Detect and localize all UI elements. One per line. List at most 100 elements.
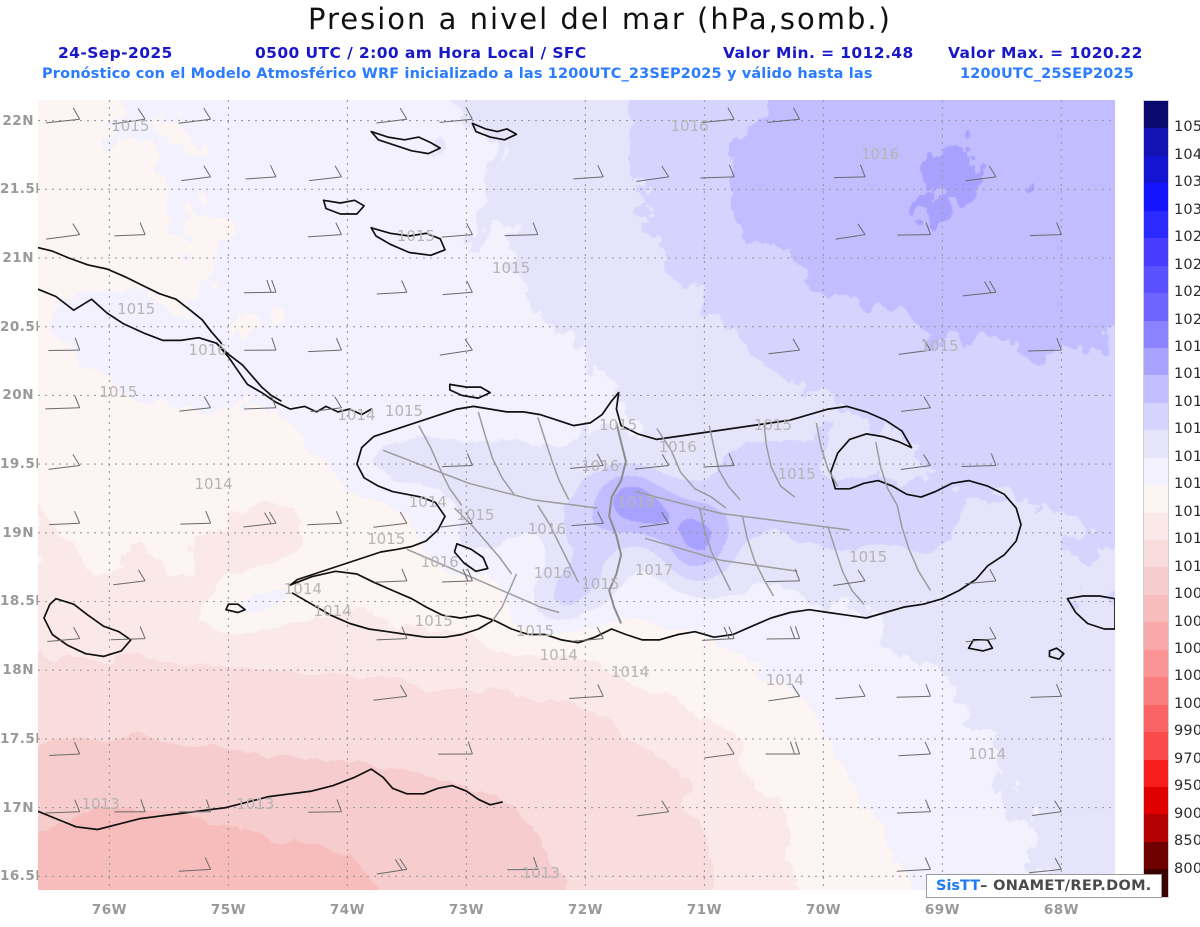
wind-barb-shaft	[700, 176, 735, 179]
wind-barb-feather	[465, 107, 473, 120]
wind-barb-shaft	[898, 349, 931, 355]
wind-barb-shaft	[179, 407, 211, 412]
wind-barb-shaft	[896, 868, 931, 872]
contour-label: 1014	[968, 745, 1007, 764]
wind-barb-feather	[140, 799, 146, 812]
wind-barb-shaft	[45, 407, 80, 410]
lat-tick-label: 17.5N	[0, 730, 48, 747]
wind-barb-feather	[925, 799, 931, 812]
colorbar-swatch	[1144, 567, 1168, 595]
wind-barb-feather	[990, 453, 997, 466]
lon-tick-label: 69W	[924, 902, 961, 918]
contour-label: 1015	[849, 547, 888, 566]
contour-labels-layer: 1015 1016 1016 1015 1015 1015 1016 1015 1015 1015…	[38, 100, 1115, 890]
wind-barb-feather	[204, 857, 212, 870]
colorbar-tick: 1030	[1174, 201, 1200, 218]
provincial-border	[896, 505, 932, 591]
wind-barb-shaft	[573, 176, 604, 180]
wind-barb-shaft	[965, 580, 997, 585]
wind-barb-feather	[596, 626, 604, 639]
wind-barb-feather	[1056, 222, 1062, 235]
lon-tick-label: 75W	[210, 902, 246, 918]
wind-barb-feather	[335, 337, 342, 351]
colorbar-tick: 850	[1174, 833, 1200, 850]
map-plot-area[interactable]: 1015 1016 1016 1015 1015 1015 1016 1015 1015 1015…	[38, 100, 1115, 890]
wind-barb-shaft	[440, 522, 473, 528]
wind-barb-shaft	[701, 638, 735, 641]
wind-barb-shaft	[1029, 234, 1062, 237]
contour-label: 1015	[599, 415, 638, 434]
contour-label: 1014	[408, 492, 447, 511]
page-title: Presion a nivel del mar (hPa,somb.)	[308, 2, 892, 36]
wind-barb-feather	[793, 107, 801, 120]
wind-barb-feather	[335, 222, 342, 235]
provincial-border	[708, 425, 741, 501]
wind-barb-feather	[271, 279, 277, 293]
lat-tick-label: 19.5N	[0, 456, 48, 473]
wind-barb-shaft	[835, 234, 866, 240]
wind-barb-feather	[399, 511, 408, 524]
wind-barb-feather	[334, 165, 342, 178]
forecast-time-level: 0500 UTC / 2:00 am Hora Local / SFC	[255, 44, 587, 62]
colorbar-tick: 900	[1174, 805, 1200, 822]
colorbar-swatch	[1144, 649, 1168, 678]
lat-tick-label: 20.5N	[0, 318, 48, 335]
wind-barb-shaft	[768, 695, 800, 702]
contour-label: 1015	[515, 621, 554, 640]
colorbar-swatch	[1144, 814, 1168, 842]
wind-barb-shaft	[572, 638, 604, 642]
sistt-onamet-logo: SisTT– ONAMET/REP.DOM.	[926, 874, 1162, 898]
wind-barb-shaft	[569, 695, 604, 699]
wind-barb-shaft	[637, 811, 669, 817]
colorbar-tick: 970	[1174, 750, 1200, 767]
wind-barb-feather	[335, 511, 342, 524]
contour-label: 1014	[765, 671, 804, 690]
coastline	[289, 391, 1022, 644]
wind-barb-shaft	[768, 349, 800, 355]
wind-barb-feather	[139, 626, 146, 639]
colorbar-swatch	[1144, 485, 1168, 513]
colorbar-tick: 1010	[1174, 558, 1200, 575]
contour-label: 1016	[658, 437, 697, 456]
wind-barb-feather	[401, 626, 408, 639]
wind-barb-shaft	[439, 118, 473, 123]
wind-barb-shaft	[178, 118, 211, 124]
coastline	[471, 122, 518, 141]
colorbar-tick: 1017	[1174, 393, 1200, 410]
wind-barb-feather	[264, 512, 272, 524]
colorbar-swatch	[1144, 128, 1168, 156]
wind-barb-shaft	[110, 638, 146, 641]
colorbar-tick: 1008	[1174, 586, 1200, 603]
provincial-border	[537, 417, 570, 501]
pressure-colorbar[interactable]	[1143, 100, 1169, 898]
lat-tick-label: 19N	[2, 524, 34, 541]
wind-barb-shaft	[441, 234, 473, 238]
coastline	[38, 288, 373, 416]
colorbar-swatch	[1144, 841, 1168, 870]
provincial-border	[491, 573, 518, 622]
coastline	[43, 597, 132, 658]
chart-header: Presion a nivel del mar (hPa,somb.) 24-S…	[0, 0, 1200, 95]
wind-barb-feather	[789, 741, 795, 755]
wind-barb-feather	[857, 223, 866, 235]
wind-barb-feather	[466, 222, 473, 235]
colorbar-swatch	[1144, 210, 1168, 239]
wind-barb-feather	[465, 511, 473, 524]
contour-label: 1013	[81, 794, 120, 813]
contour-label: 1016	[420, 553, 459, 571]
national-border	[608, 422, 627, 624]
wind-barb-feather	[74, 511, 81, 524]
colorbar-swatch	[1144, 238, 1168, 266]
wind-barb-feather	[203, 396, 212, 409]
wind-barb-shaft	[309, 176, 342, 182]
wind-barb-shaft	[308, 811, 342, 813]
contour-label: 1013	[236, 794, 275, 813]
model-init-note: Pronóstico con el Modelo Atmosférico WRF…	[42, 66, 873, 82]
wind-barb-feather	[271, 337, 277, 351]
provincial-border	[382, 449, 598, 509]
wind-barb-feather	[74, 799, 81, 812]
wind-barb-feather	[399, 858, 408, 870]
wind-barb-feather	[1054, 800, 1062, 812]
coastline	[370, 226, 446, 257]
wind-barb-shaft	[1028, 868, 1062, 874]
